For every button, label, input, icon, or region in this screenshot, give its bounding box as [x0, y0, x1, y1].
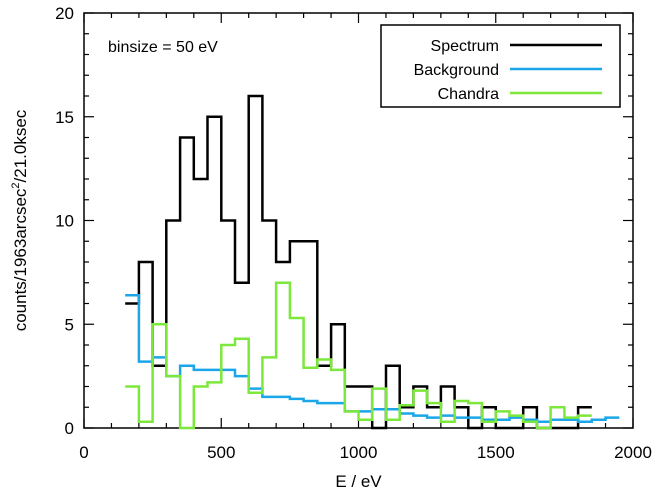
- x-tick-label: 1000: [340, 443, 378, 462]
- y-tick-label: 15: [55, 108, 74, 127]
- y-tick-label: 10: [55, 212, 74, 231]
- series-chandra-line: [125, 281, 592, 430]
- x-tick-label: 500: [207, 443, 235, 462]
- y-tick-label: 20: [55, 4, 74, 23]
- legend-label-background: Background: [414, 62, 499, 79]
- x-axis-label: E / eV: [335, 472, 382, 491]
- x-tick-label: 1500: [477, 443, 515, 462]
- y-axis-label-sup: 2: [10, 182, 22, 188]
- series-spectrum-line: [125, 94, 592, 430]
- y-tick-label: 0: [65, 419, 74, 438]
- tick-labels: 0 500 1000 1500 2000 0 5 10 15 20: [55, 4, 652, 462]
- legend-label-chandra: Chandra: [438, 86, 499, 103]
- y-axis-label-tail: /21.0ksec: [11, 109, 30, 182]
- series-layer: [125, 94, 620, 430]
- binsize-annotation: binsize = 50 eV: [108, 39, 218, 56]
- y-axis-label: counts/1963arcsec2/21.0ksec: [10, 109, 30, 331]
- y-axis-label-main: counts/1963arcsec: [11, 188, 30, 331]
- legend: Spectrum Background Chandra: [380, 24, 621, 108]
- y-tick-label: 5: [65, 315, 74, 334]
- x-tick-label: 0: [79, 443, 88, 462]
- legend-label-spectrum: Spectrum: [431, 38, 499, 55]
- x-tick-label: 2000: [614, 443, 652, 462]
